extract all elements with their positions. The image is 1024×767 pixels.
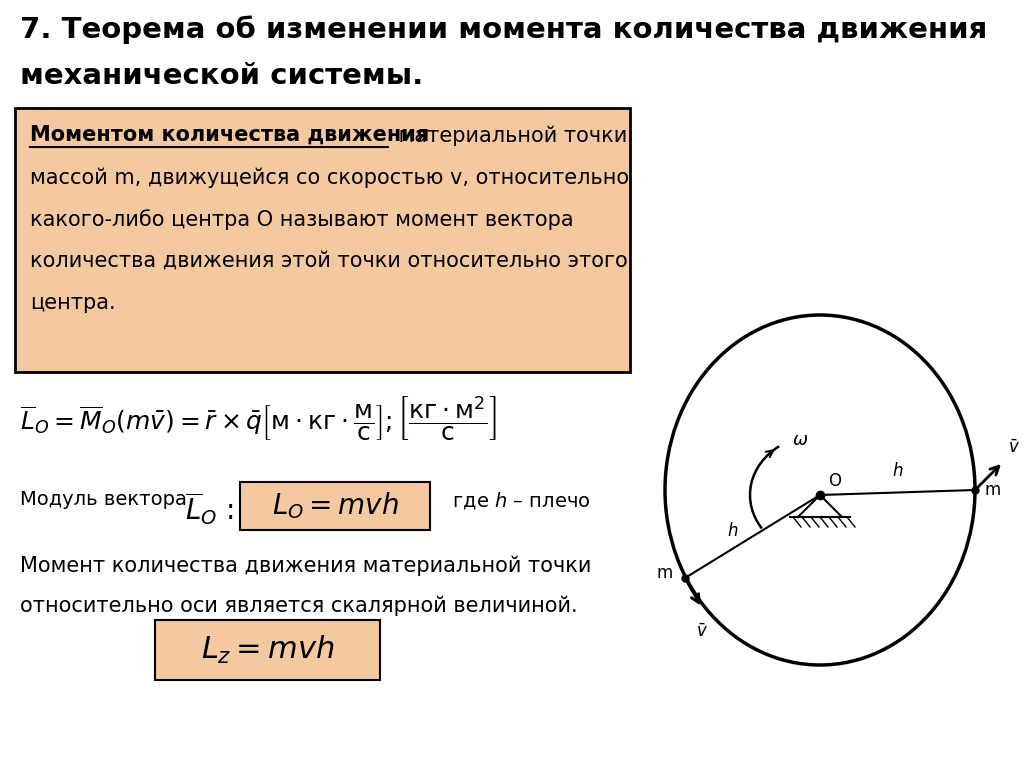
Text: относительно оси является скалярной величиной.: относительно оси является скалярной вели… <box>20 595 578 615</box>
Text: 7. Теорема об изменении момента количества движения: 7. Теорема об изменении момента количест… <box>20 15 987 44</box>
Text: h: h <box>892 463 903 480</box>
Text: h: h <box>727 522 737 541</box>
Bar <box>155 620 380 680</box>
Text: механической системы.: механической системы. <box>20 62 423 90</box>
Text: какого-либо центра O называют момент вектора: какого-либо центра O называют момент век… <box>30 209 573 230</box>
Text: $\bar{v}$: $\bar{v}$ <box>696 623 708 641</box>
Text: Моментом количества движения: Моментом количества движения <box>30 125 429 145</box>
Text: Момент количества движения материальной точки: Момент количества движения материальной … <box>20 555 592 575</box>
Text: $\overline{L}_O = \overline{M}_O(m\bar{v}) = \bar{r} \times \bar{q}\left[\mathit: $\overline{L}_O = \overline{M}_O(m\bar{v… <box>20 395 497 444</box>
Text: центра.: центра. <box>30 293 116 313</box>
Bar <box>240 482 430 530</box>
Text: $\bar{v}$: $\bar{v}$ <box>1008 439 1020 457</box>
Text: m: m <box>985 481 1001 499</box>
Text: материальной точки: материальной точки <box>392 125 628 146</box>
Text: $L_z = mvh$: $L_z = mvh$ <box>201 634 334 666</box>
Text: $L_O = mvh$: $L_O = mvh$ <box>271 491 398 522</box>
Bar <box>15 108 630 372</box>
Text: m: m <box>656 564 673 582</box>
Text: $\overline{L}_O$ :: $\overline{L}_O$ : <box>185 490 233 527</box>
Text: O: O <box>828 472 841 490</box>
Text: где $h$ – плечо: где $h$ – плечо <box>440 490 591 511</box>
Text: количества движения этой точки относительно этого: количества движения этой точки относител… <box>30 251 628 271</box>
Text: Модуль вектора: Модуль вектора <box>20 490 186 509</box>
Text: массой m, движущейся со скоростью v, относительно: массой m, движущейся со скоростью v, отн… <box>30 167 629 187</box>
Text: $\omega$: $\omega$ <box>792 431 808 449</box>
